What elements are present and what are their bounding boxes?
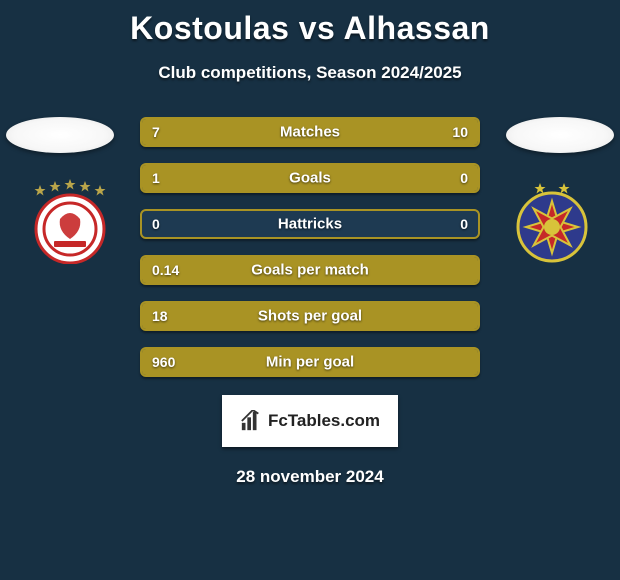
stat-row: 10Goals [140,163,480,193]
club-crest-left [20,179,120,264]
comparison-area: 710Matches10Goals00Hattricks0.14Goals pe… [0,117,620,487]
page-title: Kostoulas vs Alhassan [0,0,620,47]
stat-value-right: 0 [460,170,468,186]
club-crest-right [502,179,602,264]
brand-bars-icon [240,410,262,432]
stat-fill-left [142,257,478,283]
player-head-right [506,117,614,153]
stat-row: 0 0Hattricks [140,209,480,239]
olympiacos-crest-icon [20,179,120,264]
stat-row: 18Shots per goal [140,301,480,331]
fcsb-crest-icon [502,179,602,264]
stat-row: 710Matches [140,117,480,147]
stat-fill-left [142,349,478,375]
stat-value-left: 18 [152,308,168,324]
stat-value-left: 0 [152,216,160,232]
stat-fill-left [142,303,478,329]
stat-value-right: 10 [452,124,468,140]
stat-fill-left [142,165,411,191]
date-line: 28 november 2024 [0,467,620,487]
stat-value-left: 1 [152,170,160,186]
stat-value-left: 0.14 [152,262,179,278]
stat-rows: 710Matches10Goals00Hattricks0.14Goals pe… [140,117,480,377]
stat-fill-right [280,119,478,145]
player-head-left [6,117,114,153]
subtitle: Club competitions, Season 2024/2025 [0,63,620,83]
brand-card: FcTables.com [222,395,398,447]
stat-value-left: 960 [152,354,175,370]
stat-label: Hattricks [142,216,478,233]
stat-row: 960Min per goal [140,347,480,377]
stat-row: 0.14Goals per match [140,255,480,285]
stat-value-left: 7 [152,124,160,140]
stat-value-right: 0 [460,216,468,232]
brand-text: FcTables.com [268,411,380,431]
stat-fill-left [142,119,280,145]
